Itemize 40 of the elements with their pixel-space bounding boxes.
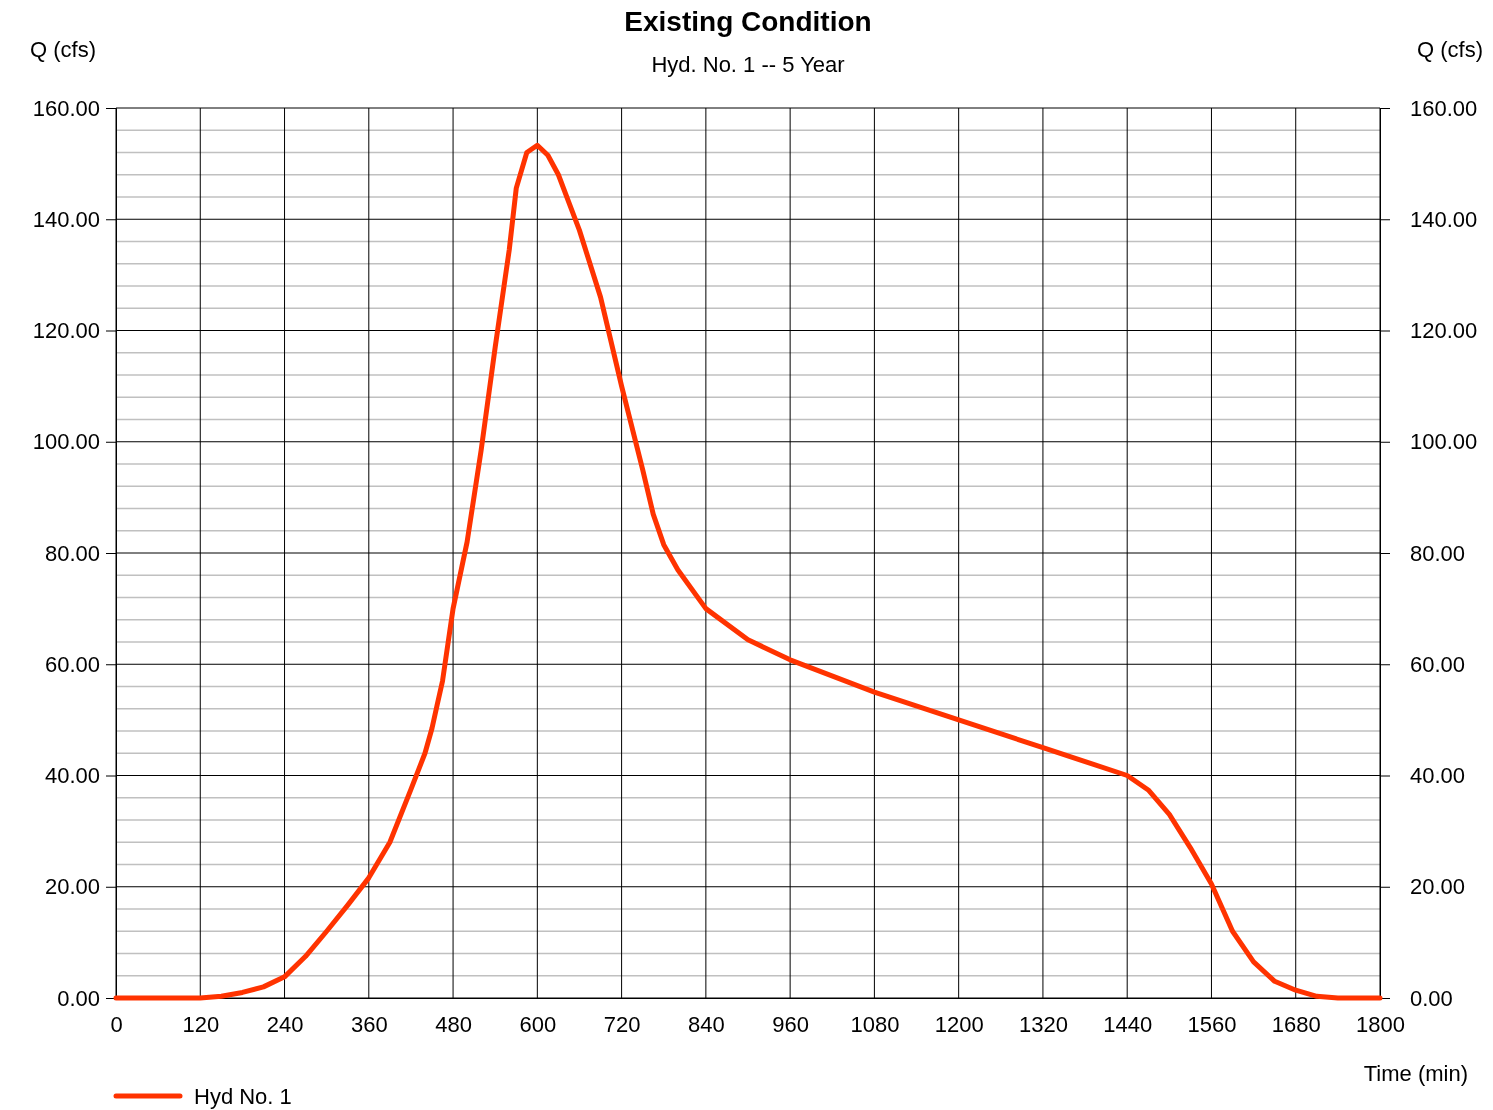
chart-title: Existing Condition (624, 6, 872, 37)
y2-tick-label: 120.00 (1410, 318, 1478, 344)
x-tick-label: 480 (435, 1011, 472, 1037)
x-tick-label: 120 (182, 1011, 220, 1037)
legend-label: Hyd No. 1 (194, 1084, 292, 1109)
x-tick-label: 1680 (1271, 1011, 1321, 1037)
y2-tick-label: 40.00 (1410, 763, 1466, 789)
y-tick-label: 20.00 (44, 874, 100, 900)
x-tick-label: 1320 (1018, 1011, 1068, 1037)
y-axis-title: Q (cfs) (30, 37, 96, 62)
x-tick-label: 240 (266, 1011, 304, 1037)
y-tick-label: 0.00 (57, 985, 100, 1011)
y-tick-label: 80.00 (44, 540, 100, 566)
y-tick-label: 40.00 (44, 763, 100, 789)
y-tick-label: 120.00 (32, 318, 100, 344)
x-tick-label: 720 (603, 1011, 641, 1037)
y2-tick-label: 60.00 (1410, 651, 1466, 677)
x-tick-label: 1200 (934, 1011, 984, 1037)
chart-subtitle: Hyd. No. 1 -- 5 Year (651, 52, 845, 77)
x-tick-label: 600 (519, 1011, 557, 1037)
x-tick-label: 360 (350, 1011, 388, 1037)
x-tick-label: 1440 (1103, 1011, 1153, 1037)
y2-tick-label: 100.00 (1410, 429, 1478, 455)
y2-tick-label: 140.00 (1410, 206, 1478, 232)
y-tick-label: 160.00 (32, 95, 100, 121)
y-tick-label: 60.00 (44, 651, 100, 677)
y2-tick-label: 0.00 (1410, 985, 1453, 1011)
x-axis-title: Time (min) (1363, 1061, 1468, 1086)
x-tick-label: 1080 (850, 1011, 900, 1037)
x-tick-label: 840 (688, 1011, 725, 1037)
y-tick-label: 100.00 (32, 429, 100, 455)
y2-tick-label: 160.00 (1410, 95, 1478, 121)
x-tick-label: 1560 (1187, 1011, 1237, 1037)
y2-axis-title: Q (cfs) (1417, 37, 1483, 62)
x-tick-label: 960 (772, 1011, 809, 1037)
x-tick-label: 0 (110, 1011, 123, 1037)
x-tick-label: 1800 (1356, 1011, 1405, 1037)
y-tick-label: 140.00 (32, 206, 100, 232)
y2-tick-label: 80.00 (1410, 540, 1466, 566)
y2-tick-label: 20.00 (1410, 874, 1466, 900)
